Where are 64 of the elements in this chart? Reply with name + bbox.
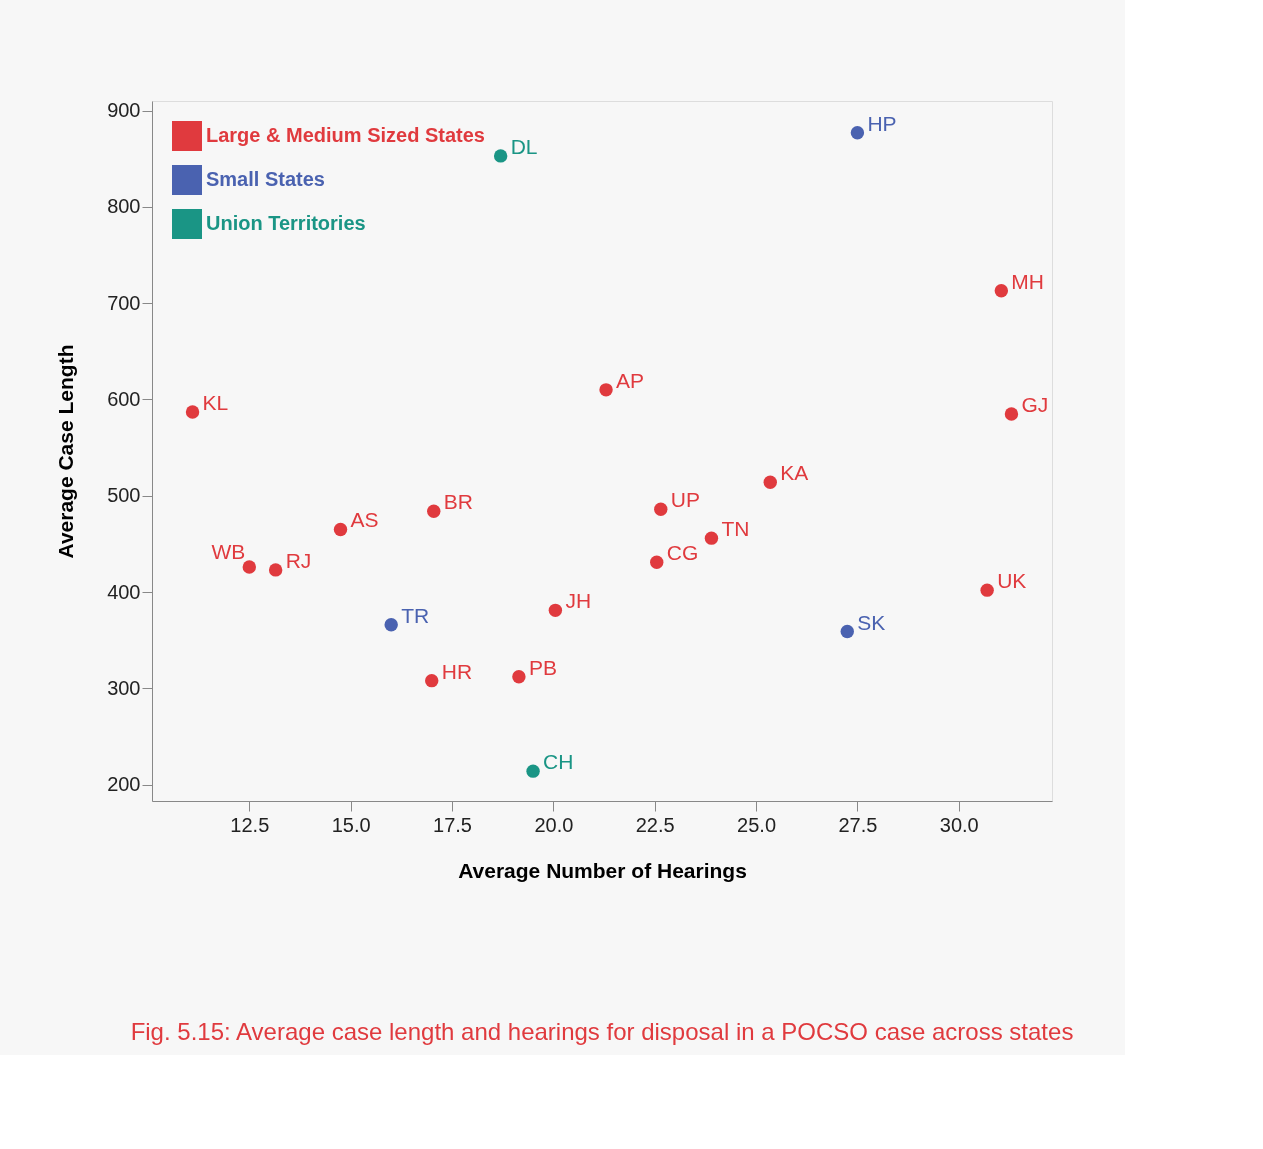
point: [994, 283, 1009, 298]
data-label: TN: [721, 517, 750, 541]
y-tick-label: 700: [107, 291, 141, 314]
data-label: AS: [350, 508, 379, 532]
data-label: CG: [666, 541, 699, 565]
data-label: KL: [202, 391, 229, 414]
point: [512, 670, 526, 684]
data-label: JH: [565, 589, 592, 613]
x-tick-label: 30.0: [939, 813, 979, 836]
data-label: AP: [616, 368, 645, 392]
point: [268, 563, 283, 577]
data-label: GJ: [1021, 392, 1049, 416]
point: [704, 531, 719, 545]
data-label: UP: [670, 488, 700, 512]
y-axis-title: Average Case Length: [54, 344, 78, 559]
y-tick-label: 200: [107, 773, 141, 796]
x-tick-label: 12.5: [230, 813, 270, 836]
data-label: KA: [780, 461, 809, 485]
point: [1004, 407, 1019, 421]
point: [599, 383, 613, 397]
point: [526, 764, 540, 778]
caption: Fig. 5.15: Average case length and hearings for disposal in a POCSO case across states: [130, 1018, 1074, 1045]
x-tick-label: 17.5: [433, 813, 472, 836]
legend-label: Union Territories: [206, 212, 366, 234]
point: [185, 405, 200, 419]
point: [654, 502, 668, 516]
x-tick-label: 20.0: [534, 813, 574, 836]
point: [548, 603, 563, 618]
data-label: WB: [211, 540, 246, 564]
x-tick-label: 25.0: [737, 813, 777, 836]
data-label: SK: [857, 610, 886, 634]
y-tick-label: 600: [107, 387, 141, 410]
x-tick-label: 27.5: [838, 813, 878, 836]
point: [384, 618, 398, 632]
point: [650, 555, 664, 569]
point: [333, 522, 348, 537]
point: [850, 126, 865, 140]
point: [242, 560, 257, 574]
data-label: TR: [401, 603, 430, 627]
point: [427, 504, 441, 518]
y-tick-label: 800: [107, 195, 141, 218]
data-label: CH: [543, 750, 574, 774]
legend-label: Large & Medium Sized States: [206, 124, 485, 146]
legend-label: Small States: [206, 168, 325, 190]
y-tick-label: 400: [107, 580, 141, 603]
data-label: HP: [867, 111, 897, 135]
data-label: RJ: [285, 548, 312, 572]
point: [840, 624, 854, 639]
point: [980, 583, 994, 597]
x-axis-title: Average Number of Hearings: [458, 858, 747, 882]
point: [763, 475, 777, 489]
y-tick-label: 300: [107, 676, 141, 699]
x-tick-label: 15.0: [331, 813, 371, 836]
y-tick-label: 900: [107, 99, 141, 122]
data-label: BR: [443, 490, 473, 514]
point: [425, 673, 439, 688]
data-label: UK: [997, 569, 1027, 593]
y-tick-label: 500: [107, 484, 141, 507]
data-label: HR: [441, 659, 473, 683]
data-label: PB: [528, 655, 557, 679]
data-label: MH: [1011, 269, 1044, 293]
x-tick-label: 22.5: [635, 813, 675, 836]
point: [493, 149, 508, 163]
data-label: DL: [510, 134, 538, 158]
